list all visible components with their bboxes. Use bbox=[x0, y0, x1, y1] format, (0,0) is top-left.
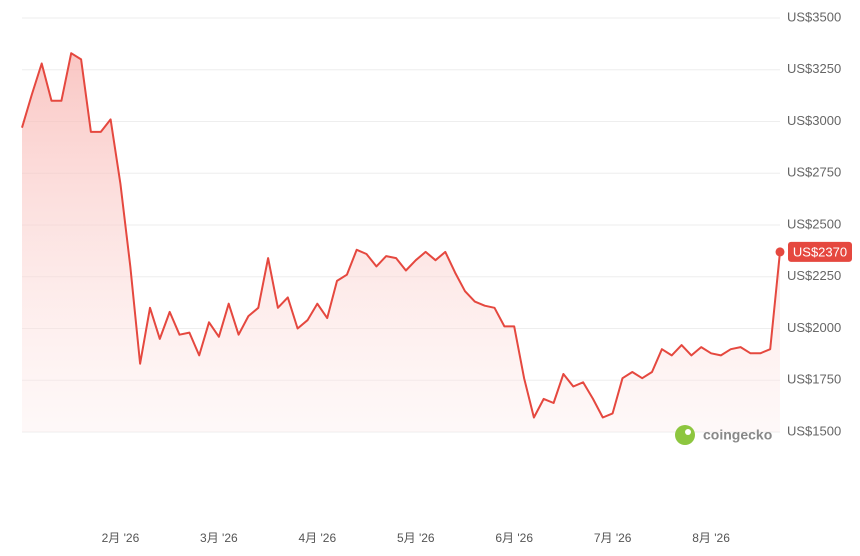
x-tick-label: 7月 '26 bbox=[594, 531, 632, 545]
x-tick-label: 6月 '26 bbox=[495, 531, 533, 545]
x-tick-label: 3月 '26 bbox=[200, 531, 238, 545]
x-tick-label: 2月 '26 bbox=[102, 531, 140, 545]
y-tick-label: US$2750 bbox=[787, 165, 841, 180]
price-line bbox=[21, 52, 781, 419]
logo-eye bbox=[685, 429, 691, 435]
logo bbox=[675, 425, 695, 445]
x-tick-label: 8月 '26 bbox=[692, 531, 730, 545]
y-tick-label: US$1500 bbox=[787, 423, 841, 438]
price-badge-label: US$2370 bbox=[793, 244, 847, 259]
area bbox=[22, 53, 780, 432]
y-tick-label: US$2000 bbox=[787, 320, 841, 335]
y-tick-label: US$3250 bbox=[787, 61, 841, 76]
y-tick-label: US$2500 bbox=[787, 216, 841, 231]
y-tick-label: US$3500 bbox=[787, 9, 841, 24]
y-tick-label: US$2250 bbox=[787, 268, 841, 283]
x-tick-label: 5月 '26 bbox=[397, 531, 435, 545]
last-point bbox=[775, 247, 785, 257]
x-tick-label: 4月 '26 bbox=[298, 531, 336, 545]
y-tick-label: US$3000 bbox=[787, 113, 841, 128]
y-tick-label: US$1750 bbox=[787, 372, 841, 387]
price-badge bbox=[788, 241, 852, 262]
watermark-text: coingecko bbox=[703, 427, 772, 443]
watermark: coingecko bbox=[675, 425, 772, 445]
